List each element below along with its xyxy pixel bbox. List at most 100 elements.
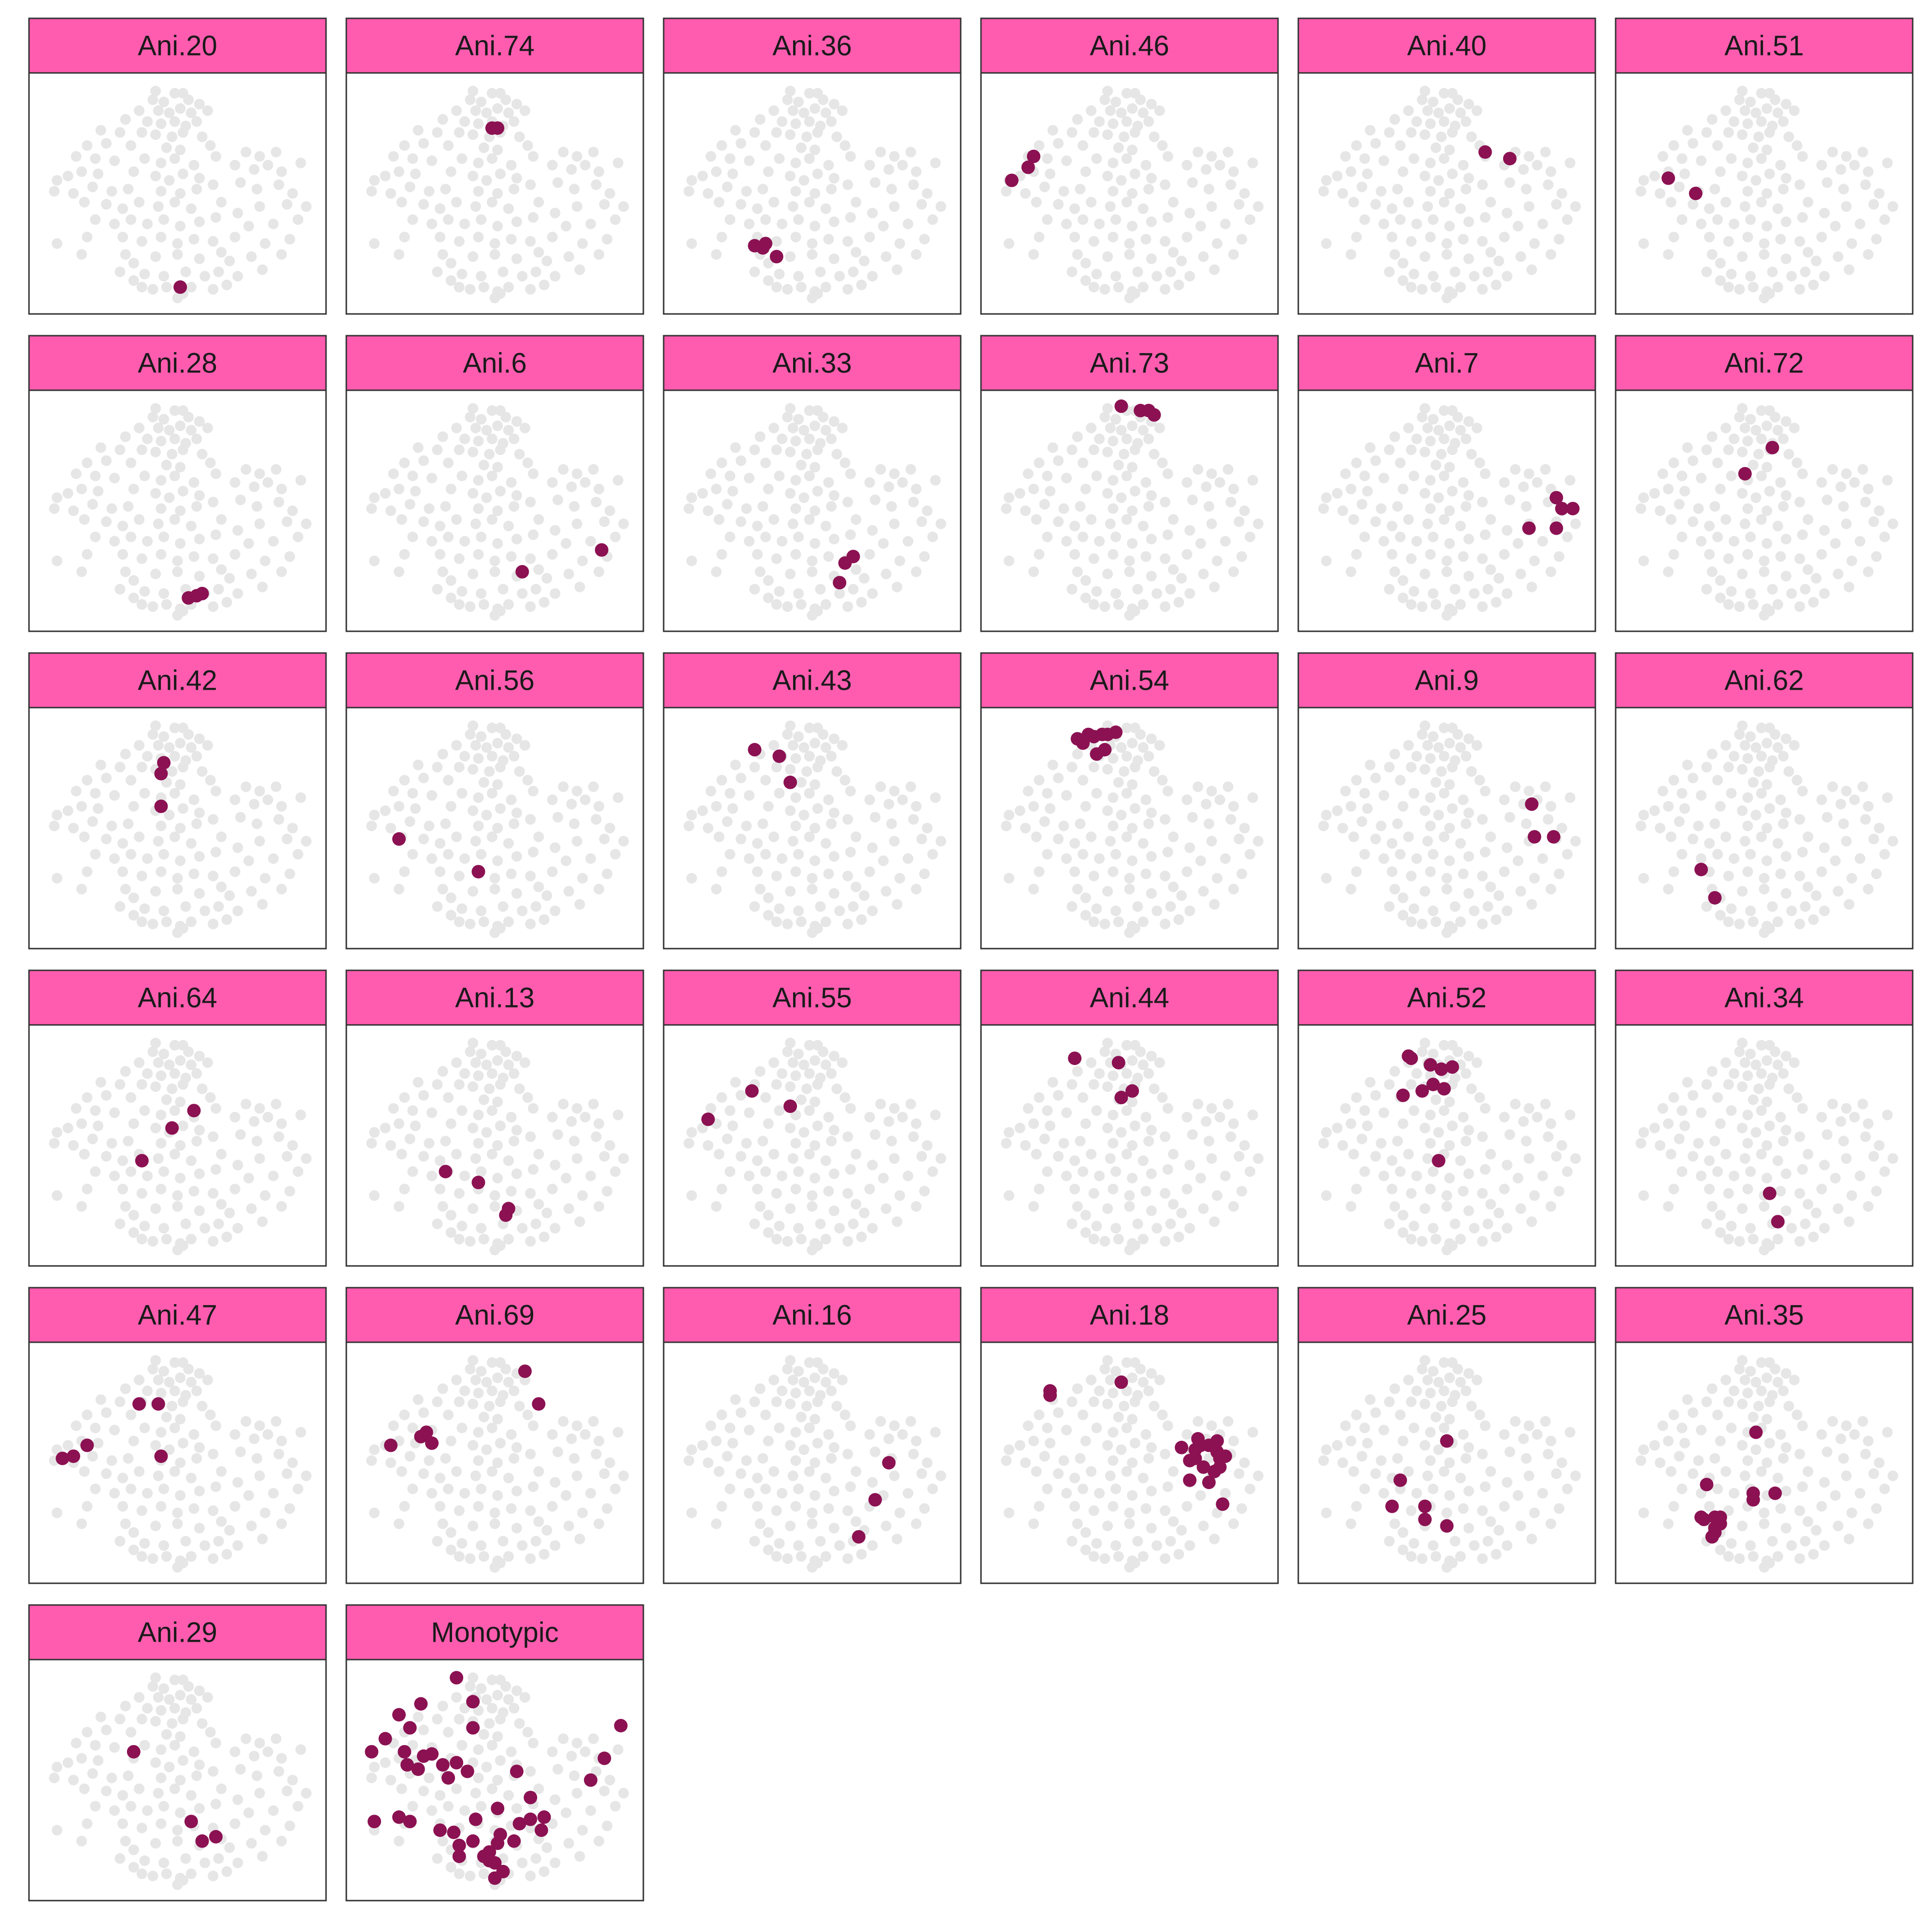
background-point [1447,762,1458,773]
background-point [134,1057,145,1068]
highlight-point [471,865,485,879]
background-point [509,1136,520,1147]
background-point [454,282,465,293]
background-point [1756,405,1767,416]
background-point [109,218,120,229]
highlight-point [469,1812,483,1826]
background-point [1397,1435,1408,1447]
facet-panel: Ani.46 [980,17,1279,315]
background-point [1378,155,1390,166]
background-point [1808,279,1819,290]
background-point [366,1455,377,1466]
background-point [905,1416,916,1427]
background-point [1756,751,1767,762]
background-point [1389,566,1400,577]
background-point [867,905,878,916]
background-point [437,1701,448,1712]
background-point [509,501,520,512]
background-point [1868,1468,1879,1479]
background-point [1080,575,1091,586]
background-point [525,918,536,929]
background-point [881,1203,892,1214]
background-point [101,1724,112,1735]
background-point [1028,1435,1039,1447]
background-point [1726,269,1737,280]
background-point [194,1205,205,1216]
background-point [1135,94,1146,105]
background-point [547,1818,558,1829]
background-point [169,723,180,734]
background-point [1420,1355,1431,1366]
background-point [443,775,454,786]
background-point [1137,916,1149,927]
background-point [503,1059,514,1070]
background-point [902,1488,913,1499]
background-point [771,1188,782,1199]
background-point [820,742,831,753]
background-point [785,446,796,457]
background-point [478,1094,489,1105]
background-point [547,794,558,805]
background-point [177,1120,188,1131]
background-point [1764,1120,1775,1131]
background-point [1657,151,1668,162]
background-point [1463,253,1474,264]
background-point [451,1783,462,1794]
background-point [454,1188,465,1199]
background-point [156,1427,167,1438]
background-point [1387,866,1398,877]
background-point [478,1729,489,1740]
background-point [1058,1455,1069,1466]
background-point [539,597,550,608]
background-point [486,88,497,99]
background-point [101,455,112,466]
background-point [459,1703,470,1714]
background-point [188,868,199,880]
highlight-point [400,1758,414,1772]
highlight-point [1043,1384,1057,1398]
background-point [752,1183,763,1194]
background-point [139,1422,150,1434]
background-point [1091,1221,1102,1232]
background-point [1143,433,1154,444]
background-point [503,916,514,927]
background-point [897,477,908,488]
background-point [828,1368,839,1379]
background-point [869,1129,881,1140]
background-point [437,566,448,577]
background-point [851,514,862,525]
background-point [1477,179,1488,190]
background-point [1821,1129,1833,1140]
background-point [810,1173,821,1184]
background-point [1502,905,1513,916]
background-point [1214,477,1225,488]
background-point [566,1750,577,1762]
background-point [126,1166,137,1177]
background-point [804,1466,815,1477]
background-point [142,218,153,229]
background-point [128,592,139,603]
background-point [106,820,117,831]
background-point [760,1483,771,1494]
background-point [716,1409,727,1421]
background-point [503,425,514,436]
background-point [1520,1136,1532,1147]
background-point [1504,1446,1515,1457]
background-point [842,179,853,190]
background-point [1376,185,1387,197]
background-point [1786,588,1797,599]
background-point [793,849,804,860]
background-point [194,216,205,227]
background-point [547,231,558,242]
background-point [1428,905,1439,916]
background-point [875,464,886,475]
background-point [1420,1037,1431,1049]
background-point [1234,1468,1245,1479]
background-point [1463,1368,1474,1379]
background-point [161,599,172,610]
background-point [1078,849,1089,860]
background-point [1756,88,1767,99]
background-point [1854,536,1865,547]
background-point [1723,1396,1734,1407]
background-point [134,423,145,434]
